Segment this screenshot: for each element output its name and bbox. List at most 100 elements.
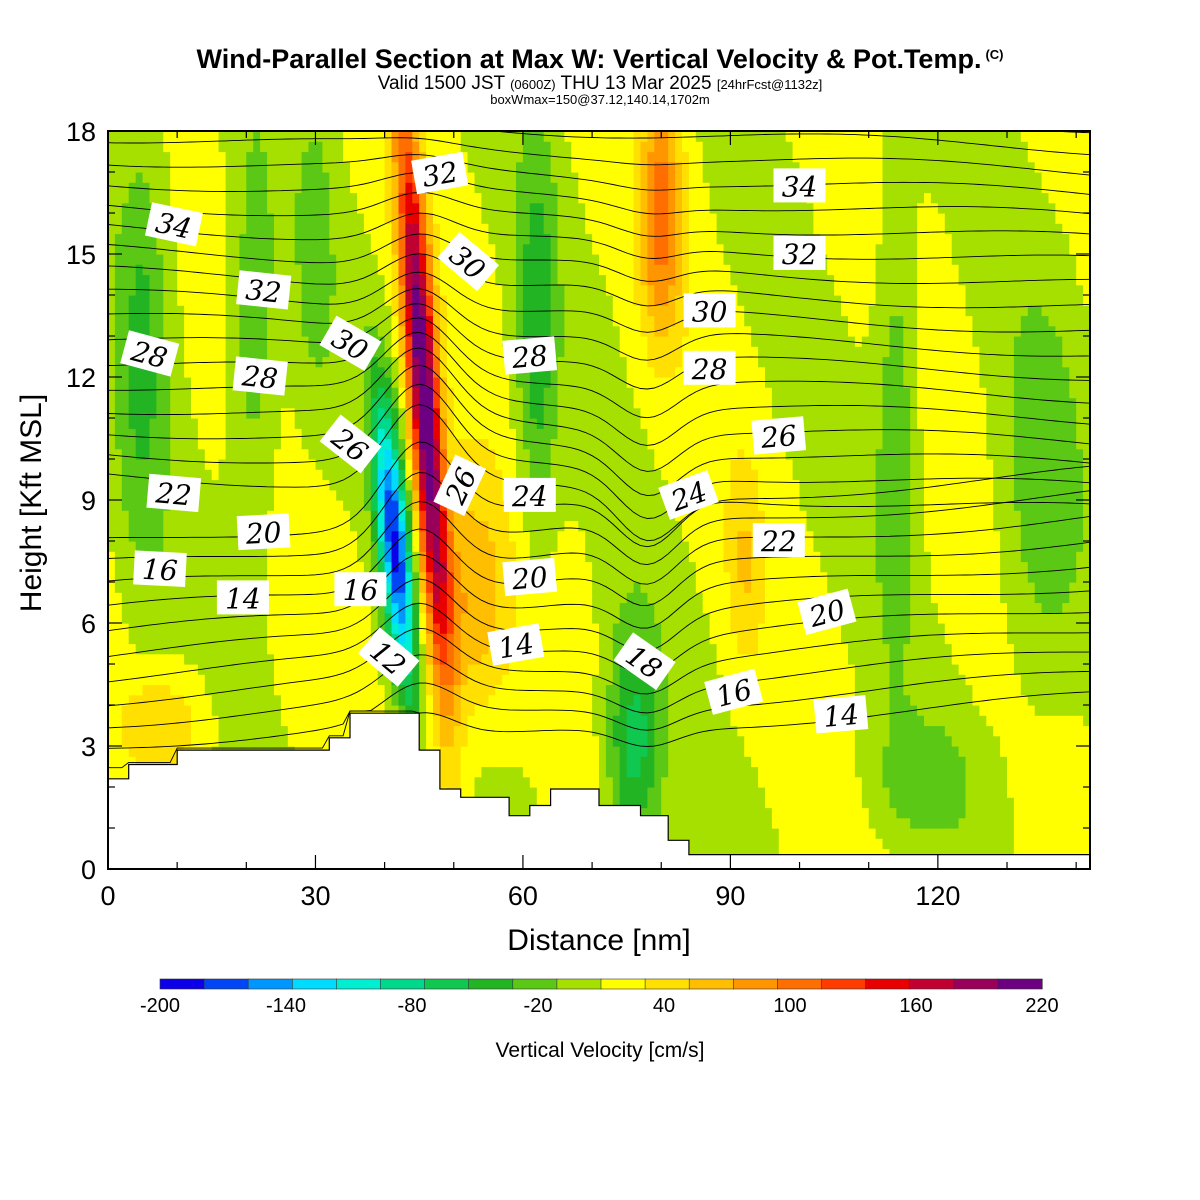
field-cell: [412, 366, 420, 378]
field-cell: [384, 254, 393, 265]
field-cell: [114, 612, 123, 624]
field-cell: [108, 510, 116, 522]
field-cell: [350, 623, 358, 634]
field-cell: [315, 582, 323, 593]
field-cell: [253, 428, 261, 440]
field-cell: [419, 510, 427, 522]
field-cell: [384, 346, 393, 358]
field-cell: [225, 305, 234, 317]
field-cell: [232, 510, 240, 522]
field-cell: [536, 787, 545, 798]
field-cell: [467, 213, 476, 224]
field-cell: [211, 254, 220, 265]
field-cell: [294, 623, 303, 634]
field-cell: [495, 520, 503, 532]
field-cell: [260, 643, 268, 655]
field-cell: [502, 377, 510, 388]
field-cell: [315, 643, 323, 655]
field-cell: [474, 284, 482, 296]
field-cell: [412, 469, 420, 481]
field-cell: [177, 295, 185, 306]
field-cell: [218, 366, 227, 378]
field-cell: [391, 623, 399, 634]
field-cell: [509, 551, 517, 563]
field-cell: [550, 735, 559, 747]
field-cell: [516, 725, 524, 737]
field-cell: [419, 602, 427, 614]
field-cell: [232, 674, 240, 686]
field-cell: [128, 387, 137, 399]
field-cell: [149, 541, 157, 552]
field-cell: [481, 582, 489, 593]
field-cell: [412, 530, 420, 542]
field-cell: [163, 448, 171, 460]
field-cell: [329, 592, 337, 604]
field-cell: [246, 182, 254, 194]
field-cell: [163, 459, 171, 470]
field-cell: [274, 715, 282, 727]
field-cell: [114, 254, 123, 265]
field-cell: [481, 776, 489, 788]
field-cell: [163, 151, 171, 163]
field-cell: [433, 674, 441, 686]
field-cell: [398, 141, 406, 153]
field-cell: [156, 715, 164, 727]
field-cell: [322, 561, 330, 573]
field-cell: [550, 377, 559, 388]
field-cell: [474, 346, 482, 358]
field-cell: [149, 387, 157, 399]
field-cell: [287, 489, 296, 501]
field-cell: [350, 305, 358, 317]
field-cell: [308, 438, 316, 450]
field-cell: [439, 141, 448, 153]
field-cell: [481, 664, 489, 675]
field-cell: [135, 725, 144, 737]
field-cell: [502, 705, 510, 716]
field-cell: [412, 202, 420, 214]
field-cell: [433, 397, 441, 409]
field-cell: [405, 315, 413, 327]
field-cell: [232, 448, 240, 460]
field-cell: [163, 315, 171, 327]
field-cell: [419, 459, 427, 470]
field-cell: [336, 541, 344, 552]
field-cell: [481, 233, 489, 245]
field-cell: [128, 582, 137, 593]
field-cell: [412, 633, 420, 645]
field-cell: [522, 541, 531, 552]
field-cell: [350, 520, 358, 532]
field-cell: [211, 674, 220, 686]
field-cell: [287, 448, 296, 460]
field-cell: [211, 213, 220, 224]
field-cell: [184, 561, 192, 573]
field-cell: [280, 459, 289, 470]
field-cell: [495, 479, 503, 491]
field-cell: [439, 243, 448, 255]
field-cell: [121, 756, 130, 768]
field-cell: [474, 202, 482, 214]
field-cell: [516, 530, 524, 542]
field-cell: [301, 202, 310, 214]
field-cell: [191, 571, 199, 583]
field-cell: [211, 141, 220, 153]
field-cell: [239, 264, 247, 276]
field-cell: [114, 448, 123, 460]
field-cell: [495, 254, 503, 265]
field-cell: [474, 151, 482, 163]
field-cell: [246, 325, 254, 337]
field-cell: [460, 571, 469, 583]
field-cell: [426, 202, 434, 214]
field-cell: [543, 746, 552, 757]
field-cell: [315, 664, 323, 675]
field-cell: [446, 356, 455, 368]
field-cell: [516, 469, 524, 481]
field-cell: [391, 356, 399, 368]
field-cell: [267, 315, 275, 327]
field-cell: [170, 448, 178, 460]
field-cell: [343, 459, 351, 470]
field-cell: [357, 233, 365, 245]
field-cell: [329, 387, 337, 399]
field-cell: [336, 295, 344, 306]
field-cell: [142, 315, 151, 327]
field-cell: [225, 182, 234, 194]
